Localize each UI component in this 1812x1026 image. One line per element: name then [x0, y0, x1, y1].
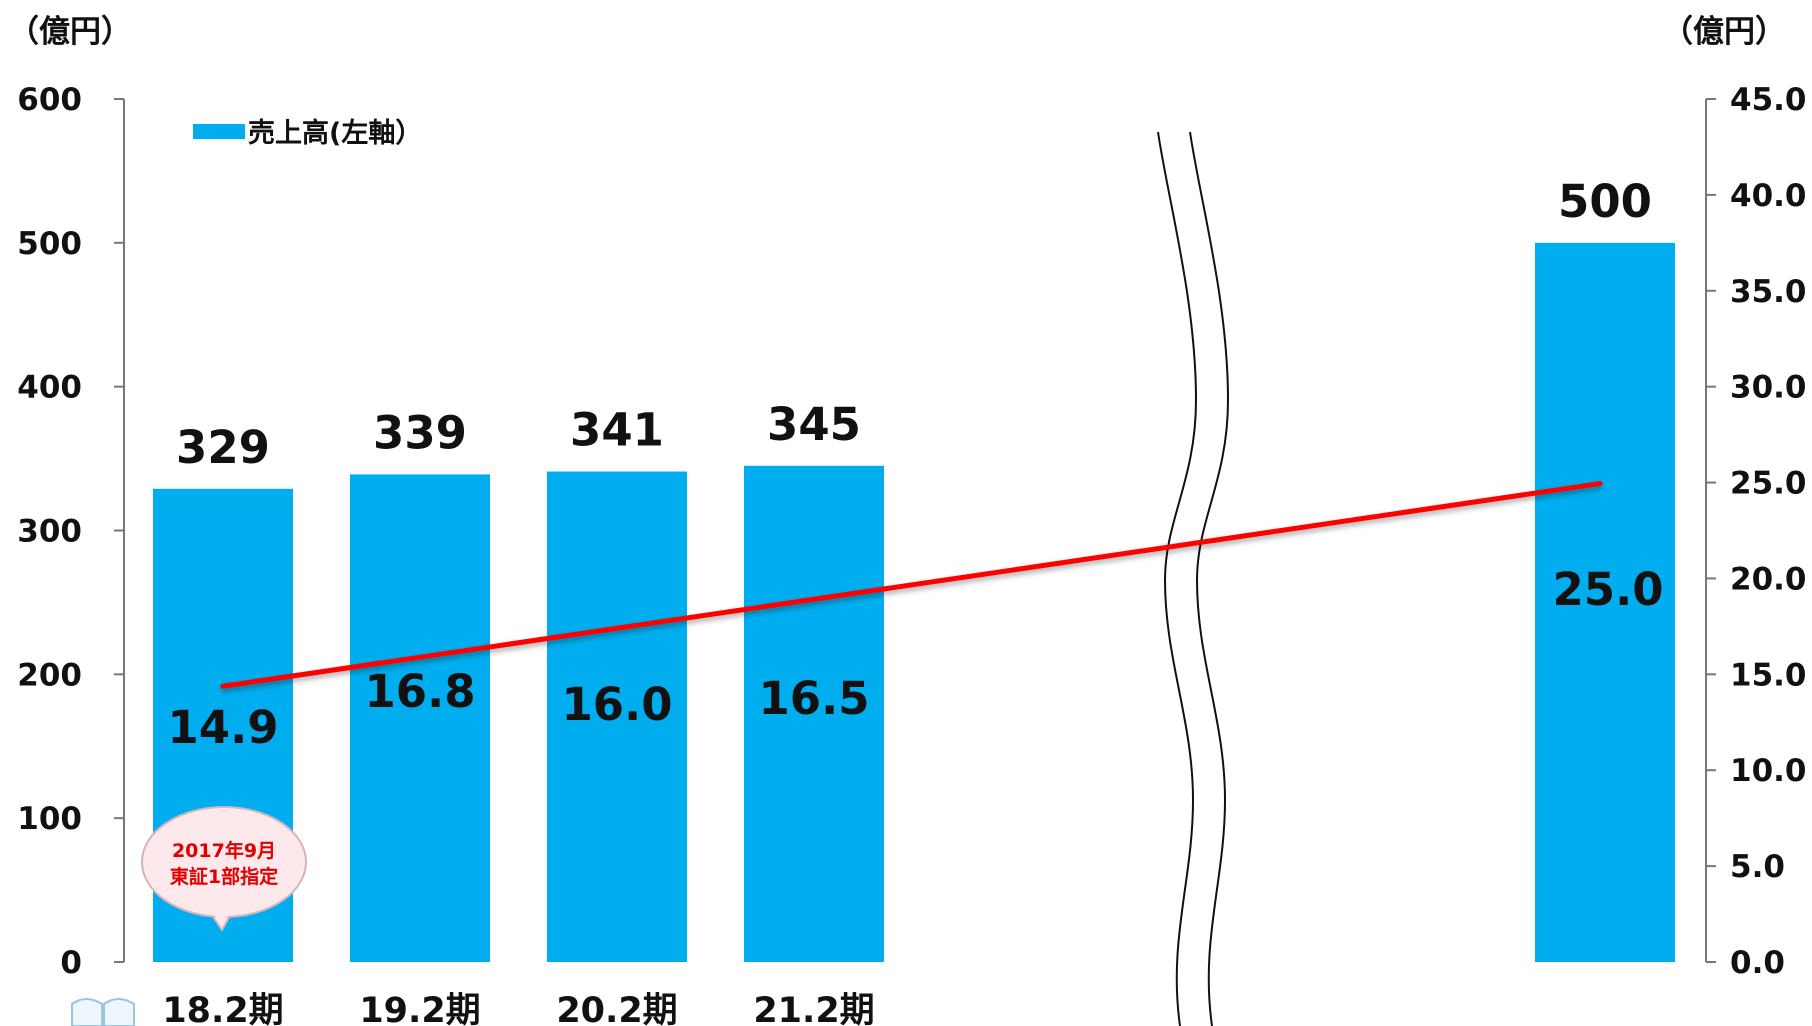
callout-line-1: 2017年9月: [172, 839, 276, 862]
right-axis-unit: （億円）: [1662, 14, 1786, 50]
right-tick-label: 15.0: [1730, 657, 1807, 693]
left-tick-label: 400: [17, 370, 82, 406]
category-label: 19.2期: [359, 991, 480, 1026]
bar: [1535, 242, 1675, 963]
left-tick-label: 500: [17, 226, 82, 262]
bar-value-label: 500: [1558, 175, 1652, 228]
line-value-label: 25.0: [1552, 563, 1663, 616]
category-label: 18.2期: [162, 991, 283, 1026]
bar-value-label: 341: [570, 404, 664, 457]
bar-value-label: 339: [373, 406, 467, 459]
listing-callout: 2017年9月 東証1部指定: [141, 806, 307, 932]
left-axis: 0 100 200 300 400 500 600: [17, 82, 125, 981]
trend-line: [220, 481, 1603, 689]
bar: [350, 474, 490, 962]
left-tick-label: 200: [17, 657, 82, 693]
legend-swatch: [193, 124, 245, 139]
bar: [547, 471, 687, 962]
callout-line-2: 東証1部指定: [170, 865, 278, 888]
bar-series: 329 339 341 345 500: [153, 175, 1675, 963]
category-label: 21.2期: [753, 991, 874, 1026]
line-value-label: 16.5: [758, 672, 869, 725]
line-value-label: 14.9: [167, 701, 278, 754]
right-tick-label: 0.0: [1730, 945, 1785, 981]
right-axis: 0.0 5.0 10.0 15.0 20.0 25.0 30.0 35.0 40.0 45.0: [1705, 82, 1807, 981]
line-series: 14.9 16.8 16.0 16.5 25.0: [167, 481, 1664, 754]
book-icon: [71, 998, 135, 1026]
right-tick-label: 5.0: [1730, 849, 1785, 885]
left-tick-label: 600: [17, 82, 82, 118]
bar: [744, 465, 884, 962]
right-tick-label: 20.0: [1730, 561, 1807, 597]
right-tick-label: 40.0: [1730, 178, 1807, 214]
right-tick-label: 45.0: [1730, 82, 1807, 118]
left-tick-label: 100: [17, 801, 82, 837]
right-tick-label: 10.0: [1730, 753, 1807, 789]
line-value-label: 16.8: [364, 665, 475, 718]
line-value-label: 16.0: [561, 678, 672, 731]
bar-value-label: 345: [767, 398, 861, 451]
legend-label: 売上高(左軸）: [248, 117, 422, 149]
left-tick-label: 0: [60, 945, 82, 981]
left-axis-unit: （億円）: [8, 14, 132, 50]
right-tick-label: 30.0: [1730, 370, 1807, 406]
right-tick-label: 35.0: [1730, 274, 1807, 310]
right-tick-label: 25.0: [1730, 466, 1807, 502]
legend: 売上高(左軸）: [193, 117, 422, 149]
bar-value-label: 329: [176, 421, 270, 474]
left-tick-label: 300: [17, 514, 82, 550]
axis-break: [1157, 131, 1230, 1026]
category-label: 20.2期: [556, 991, 677, 1026]
category-labels: 18.2期 19.2期 20.2期 21.2期: [162, 991, 874, 1026]
